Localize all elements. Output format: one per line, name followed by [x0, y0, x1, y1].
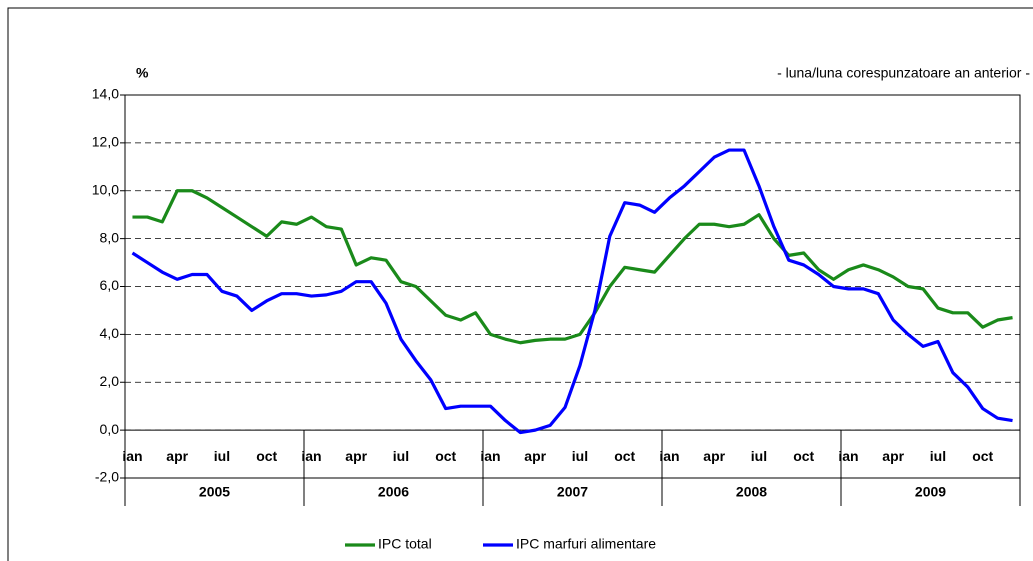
- x-tick-label: oct: [435, 448, 456, 464]
- y-tick-label: 0,0: [100, 421, 120, 437]
- x-tick-label: oct: [972, 448, 993, 464]
- x-tick-label: iul: [572, 448, 588, 464]
- x-tick-label: apr: [524, 448, 546, 464]
- y-tick-label: 12,0: [92, 134, 119, 150]
- group-label: 2009: [915, 484, 946, 500]
- y-tick-label: 8,0: [100, 229, 120, 245]
- group-label: 2007: [557, 484, 588, 500]
- y-tick-label: 2,0: [100, 373, 120, 389]
- x-tick-label: oct: [256, 448, 277, 464]
- y-tick-label: 14,0: [92, 86, 119, 102]
- series-line: [132, 189, 1013, 345]
- annotation: - luna/luna corespunzatoare an anterior …: [777, 65, 1030, 81]
- x-tick-label: apr: [166, 448, 188, 464]
- x-tick-label: apr: [703, 448, 725, 464]
- x-tick-label: iul: [214, 448, 230, 464]
- x-tick-label: ian: [659, 448, 679, 464]
- y-tick-label: 10,0: [92, 181, 119, 197]
- x-tick-label: ian: [838, 448, 858, 464]
- legend-label: IPC marfuri alimentare: [516, 536, 656, 552]
- group-label: 2008: [736, 484, 767, 500]
- y-tick-label: -2,0: [95, 469, 119, 485]
- legend-label: IPC total: [378, 536, 432, 552]
- x-tick-label: ian: [122, 448, 142, 464]
- x-tick-label: ian: [301, 448, 321, 464]
- group-label: 2006: [378, 484, 409, 500]
- x-tick-label: apr: [882, 448, 904, 464]
- chart-frame: [7, 7, 1033, 561]
- x-tick-label: ian: [480, 448, 500, 464]
- x-tick-label: apr: [345, 448, 367, 464]
- x-tick-label: oct: [614, 448, 635, 464]
- y-axis-label: %: [136, 65, 149, 81]
- y-tick-label: 6,0: [100, 277, 120, 293]
- series-line: [131, 148, 1013, 435]
- x-tick-label: iul: [393, 448, 409, 464]
- y-tick-label: 4,0: [100, 325, 120, 341]
- group-label: 2005: [199, 484, 230, 500]
- x-tick-label: iul: [930, 448, 946, 464]
- x-tick-label: oct: [793, 448, 814, 464]
- x-tick-label: iul: [751, 448, 767, 464]
